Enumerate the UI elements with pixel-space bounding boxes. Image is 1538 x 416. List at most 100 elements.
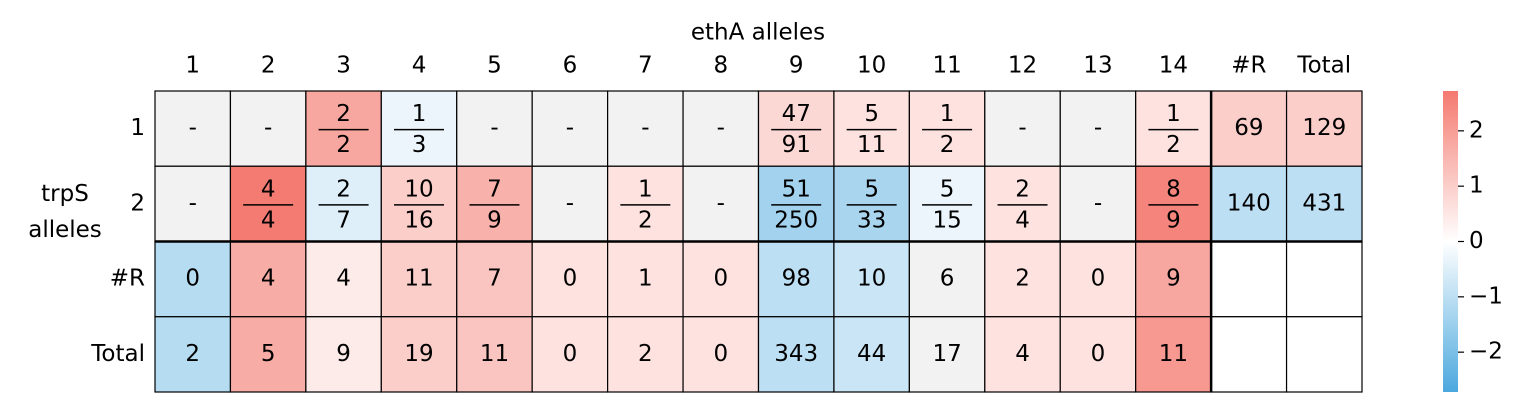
empty-cell [1285, 240, 1363, 318]
x-axis-label: ethA alleles [691, 20, 825, 46]
cell-label: 9 [1166, 266, 1181, 292]
column-label: 3 [336, 53, 351, 79]
cell [380, 240, 458, 318]
row-label: #R [110, 266, 145, 292]
cell [1135, 165, 1212, 243]
cell-label: 9 [336, 341, 351, 367]
numerator: 4 [261, 176, 276, 202]
cell [1059, 240, 1137, 318]
colorbar-tick-label: 1 [1469, 173, 1484, 199]
cell [531, 316, 609, 393]
cell-label: - [189, 115, 197, 141]
denominator: 16 [404, 207, 433, 233]
cell [305, 165, 382, 243]
cell [305, 316, 382, 393]
denominator: 91 [782, 132, 811, 158]
denominator: 9 [487, 207, 502, 233]
column-label: 8 [713, 53, 728, 79]
colorbar [1443, 91, 1458, 392]
denominator: 4 [261, 207, 276, 233]
numerator: 5 [864, 176, 879, 202]
column-label: 12 [1008, 53, 1037, 79]
cell-label: 17 [932, 341, 961, 367]
empty-cell [531, 90, 609, 167]
cell-label: 6 [940, 266, 955, 292]
empty-cell [607, 90, 684, 167]
denominator: 250 [774, 207, 818, 233]
cell [833, 165, 910, 243]
empty-cell [154, 90, 232, 167]
cell [1059, 316, 1137, 393]
cell [682, 240, 760, 318]
cell [984, 240, 1061, 318]
numerator: 7 [487, 176, 502, 202]
cell-label: - [1094, 115, 1102, 141]
cell-label: - [1094, 190, 1102, 216]
denominator: 2 [638, 207, 653, 233]
numerator: 1 [940, 101, 955, 127]
denominator: 7 [336, 207, 351, 233]
numerator: 10 [404, 176, 433, 202]
numerator: 2 [336, 176, 351, 202]
denominator: 33 [857, 207, 886, 233]
empty-cell [1285, 316, 1363, 393]
cell-label: 129 [1302, 115, 1346, 141]
column-label: #R [1231, 53, 1266, 79]
cell [229, 316, 307, 393]
numerator: 2 [336, 101, 351, 127]
cell-label: 0 [563, 266, 578, 292]
cell [456, 165, 533, 243]
empty-cell [154, 165, 232, 243]
cell-label: 0 [713, 266, 728, 292]
cell [984, 165, 1061, 243]
cell-label: 5 [261, 341, 276, 367]
colorbar-tick-label: 0 [1469, 228, 1484, 254]
denominator: 2 [940, 132, 955, 158]
cell-label: 1 [638, 266, 653, 292]
cell-label: 19 [404, 341, 433, 367]
numerator: 1 [638, 176, 653, 202]
cell-label: 343 [774, 341, 818, 367]
column-label: 10 [857, 53, 886, 79]
denominator: 15 [932, 207, 961, 233]
colorbar-tick-label: −1 [1469, 283, 1503, 309]
cell-label: 0 [185, 266, 200, 292]
cell-label: 4 [261, 266, 276, 292]
numerator: 51 [782, 176, 811, 202]
cell-label: - [566, 115, 574, 141]
cell-label: 431 [1302, 190, 1346, 216]
cell-label: 2 [1015, 266, 1030, 292]
cell [607, 316, 684, 393]
cell-label: 2 [185, 341, 200, 367]
empty-cell [682, 165, 760, 243]
denominator: 11 [857, 132, 886, 158]
denominator: 9 [1166, 207, 1181, 233]
cell [682, 316, 760, 393]
cell-label: - [717, 190, 725, 216]
cell [305, 90, 382, 167]
column-label: 14 [1159, 53, 1188, 79]
cell [1285, 165, 1363, 243]
numerator: 47 [782, 101, 811, 127]
cell [1135, 316, 1212, 393]
numerator: 2 [1015, 176, 1030, 202]
column-label: 2 [261, 53, 276, 79]
cell-label: 11 [480, 341, 509, 367]
empty-cell [1210, 316, 1288, 393]
column-label: 11 [932, 53, 961, 79]
cell-label: - [264, 115, 272, 141]
numerator: 5 [864, 101, 879, 127]
column-label: 7 [638, 53, 653, 79]
colorbar-tick-label: −2 [1469, 339, 1503, 365]
column-label: 4 [412, 53, 427, 79]
cell-label: - [566, 190, 574, 216]
cell [757, 240, 835, 318]
denominator: 2 [1166, 132, 1181, 158]
y-axis-label: trpS alleles [28, 181, 102, 243]
cell-label: - [1018, 115, 1026, 141]
cell-label: 11 [404, 266, 433, 292]
denominator: 2 [336, 132, 351, 158]
cell-label: - [189, 190, 197, 216]
